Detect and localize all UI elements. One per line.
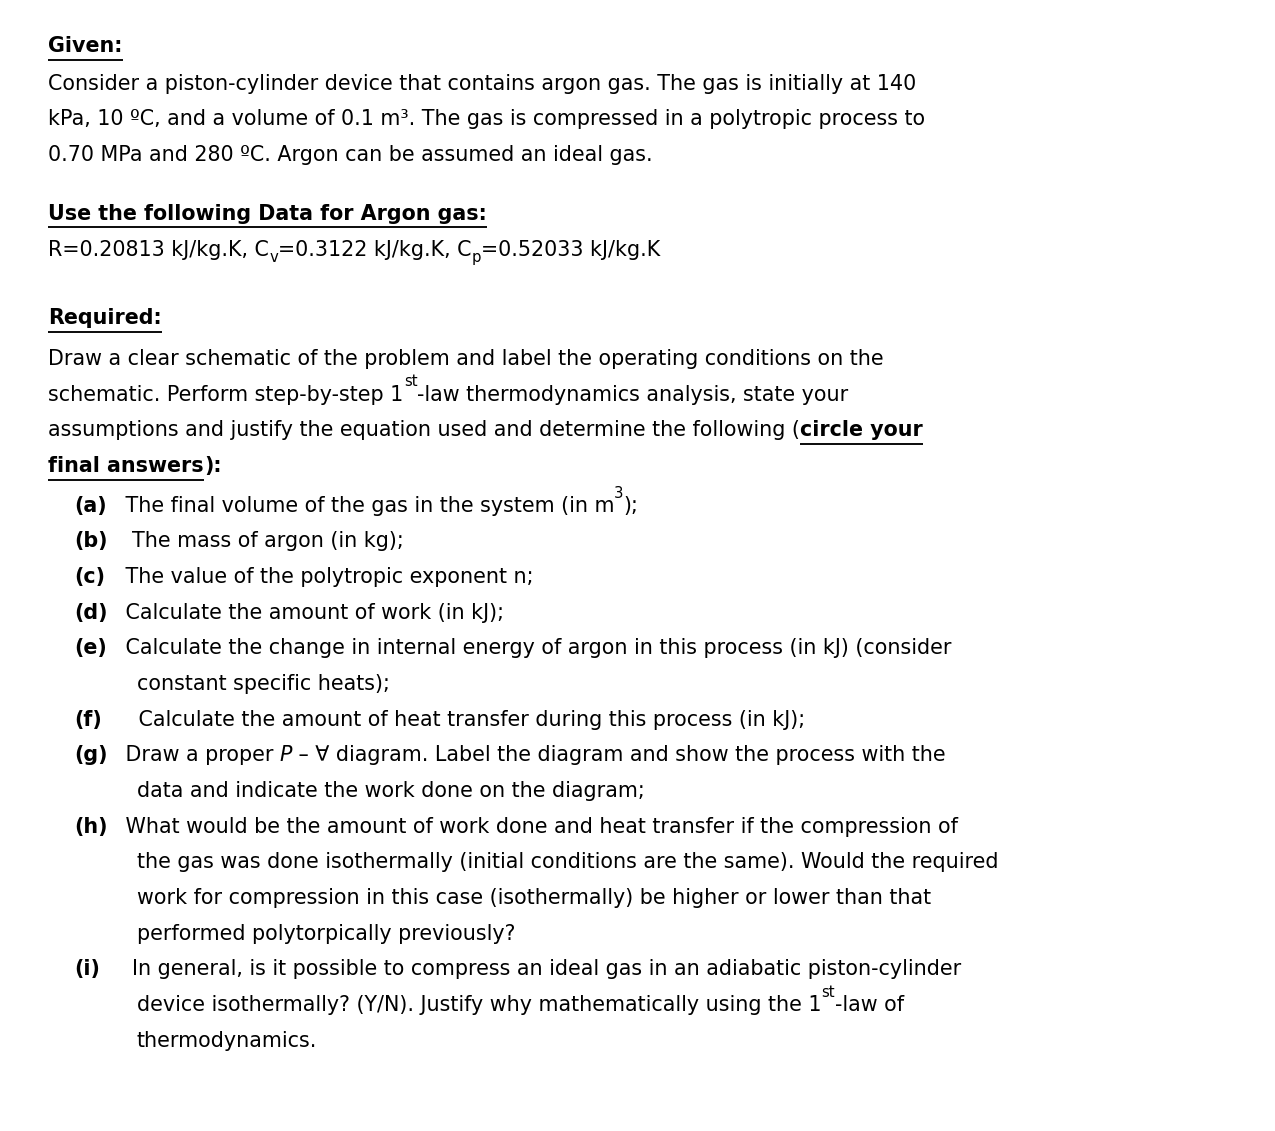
Text: assumptions and justify the equation used and determine the following (: assumptions and justify the equation use…	[48, 420, 799, 440]
Text: st: st	[821, 984, 834, 999]
Text: ):: ):	[204, 456, 222, 475]
Text: circle your: circle your	[799, 420, 923, 440]
Text: kPa, 10 ºC, and a volume of 0.1 m³. The gas is compressed in a polytropic proces: kPa, 10 ºC, and a volume of 0.1 m³. The …	[48, 110, 924, 129]
Text: (c): (c)	[74, 567, 105, 587]
Text: 0.70 MPa and 280 ºC. Argon can be assumed an ideal gas.: 0.70 MPa and 280 ºC. Argon can be assume…	[48, 145, 653, 165]
Text: (a): (a)	[74, 495, 107, 516]
Text: p: p	[472, 250, 481, 265]
Text: final answers: final answers	[48, 456, 204, 475]
Text: =0.3122 kJ/kg.K, C: =0.3122 kJ/kg.K, C	[278, 240, 472, 260]
Text: (b): (b)	[74, 532, 107, 551]
Text: Draw a proper: Draw a proper	[119, 745, 279, 765]
Text: – ∀ diagram. Label the diagram and show the process with the: – ∀ diagram. Label the diagram and show …	[292, 745, 945, 765]
Text: Calculate the amount of work (in kJ);: Calculate the amount of work (in kJ);	[119, 603, 504, 622]
Text: (h): (h)	[74, 817, 107, 836]
Text: Given:: Given:	[48, 36, 122, 57]
Text: -law of: -law of	[834, 994, 903, 1015]
Text: Calculate the change in internal energy of argon in this process (in kJ) (consid: Calculate the change in internal energy …	[119, 638, 951, 658]
Text: schematic. Perform step-by-step 1: schematic. Perform step-by-step 1	[48, 385, 403, 404]
Text: constant specific heats);: constant specific heats);	[136, 674, 389, 693]
Text: v: v	[269, 250, 278, 265]
Text: work for compression in this case (isothermally) be higher or lower than that: work for compression in this case (isoth…	[136, 888, 929, 907]
Text: (e): (e)	[74, 638, 107, 658]
Text: the gas was done isothermally (initial conditions are the same). Would the requi: the gas was done isothermally (initial c…	[136, 852, 997, 872]
Text: =0.52033 kJ/kg.K: =0.52033 kJ/kg.K	[481, 240, 660, 260]
Text: performed polytorpically previously?: performed polytorpically previously?	[136, 923, 515, 943]
Text: Draw a clear schematic of the problem and label the operating conditions on the: Draw a clear schematic of the problem an…	[48, 348, 884, 369]
Text: data and indicate the work done on the diagram;: data and indicate the work done on the d…	[136, 780, 644, 801]
Text: The final volume of the gas in the system (in m: The final volume of the gas in the syste…	[119, 495, 613, 516]
Text: (g): (g)	[74, 745, 107, 765]
Text: The value of the polytropic exponent n;: The value of the polytropic exponent n;	[119, 567, 533, 587]
Text: (i): (i)	[74, 959, 99, 978]
Text: (d): (d)	[74, 603, 107, 622]
Text: R=0.20813 kJ/kg.K, C: R=0.20813 kJ/kg.K, C	[48, 240, 269, 260]
Text: device isothermally? (Y/N). Justify why mathematically using the 1: device isothermally? (Y/N). Justify why …	[136, 994, 821, 1015]
Text: 3: 3	[613, 485, 623, 500]
Text: );: );	[623, 495, 638, 516]
Text: Required:: Required:	[48, 308, 162, 328]
Text: P: P	[279, 745, 292, 765]
Text: -law thermodynamics analysis, state your: -law thermodynamics analysis, state your	[417, 385, 848, 404]
Text: thermodynamics.: thermodynamics.	[136, 1030, 316, 1050]
Text: st: st	[403, 374, 417, 389]
Text: The mass of argon (in kg);: The mass of argon (in kg);	[119, 532, 403, 551]
Text: Use the following Data for Argon gas:: Use the following Data for Argon gas:	[48, 204, 487, 224]
Text: Consider a piston-cylinder device that contains argon gas. The gas is initially : Consider a piston-cylinder device that c…	[48, 74, 917, 94]
Text: (f): (f)	[74, 709, 102, 729]
Text: What would be the amount of work done and heat transfer if the compression of: What would be the amount of work done an…	[119, 817, 958, 836]
Text: Calculate the amount of heat transfer during this process (in kJ);: Calculate the amount of heat transfer du…	[119, 709, 805, 729]
Text: In general, is it possible to compress an ideal gas in an adiabatic piston-cylin: In general, is it possible to compress a…	[119, 959, 960, 978]
